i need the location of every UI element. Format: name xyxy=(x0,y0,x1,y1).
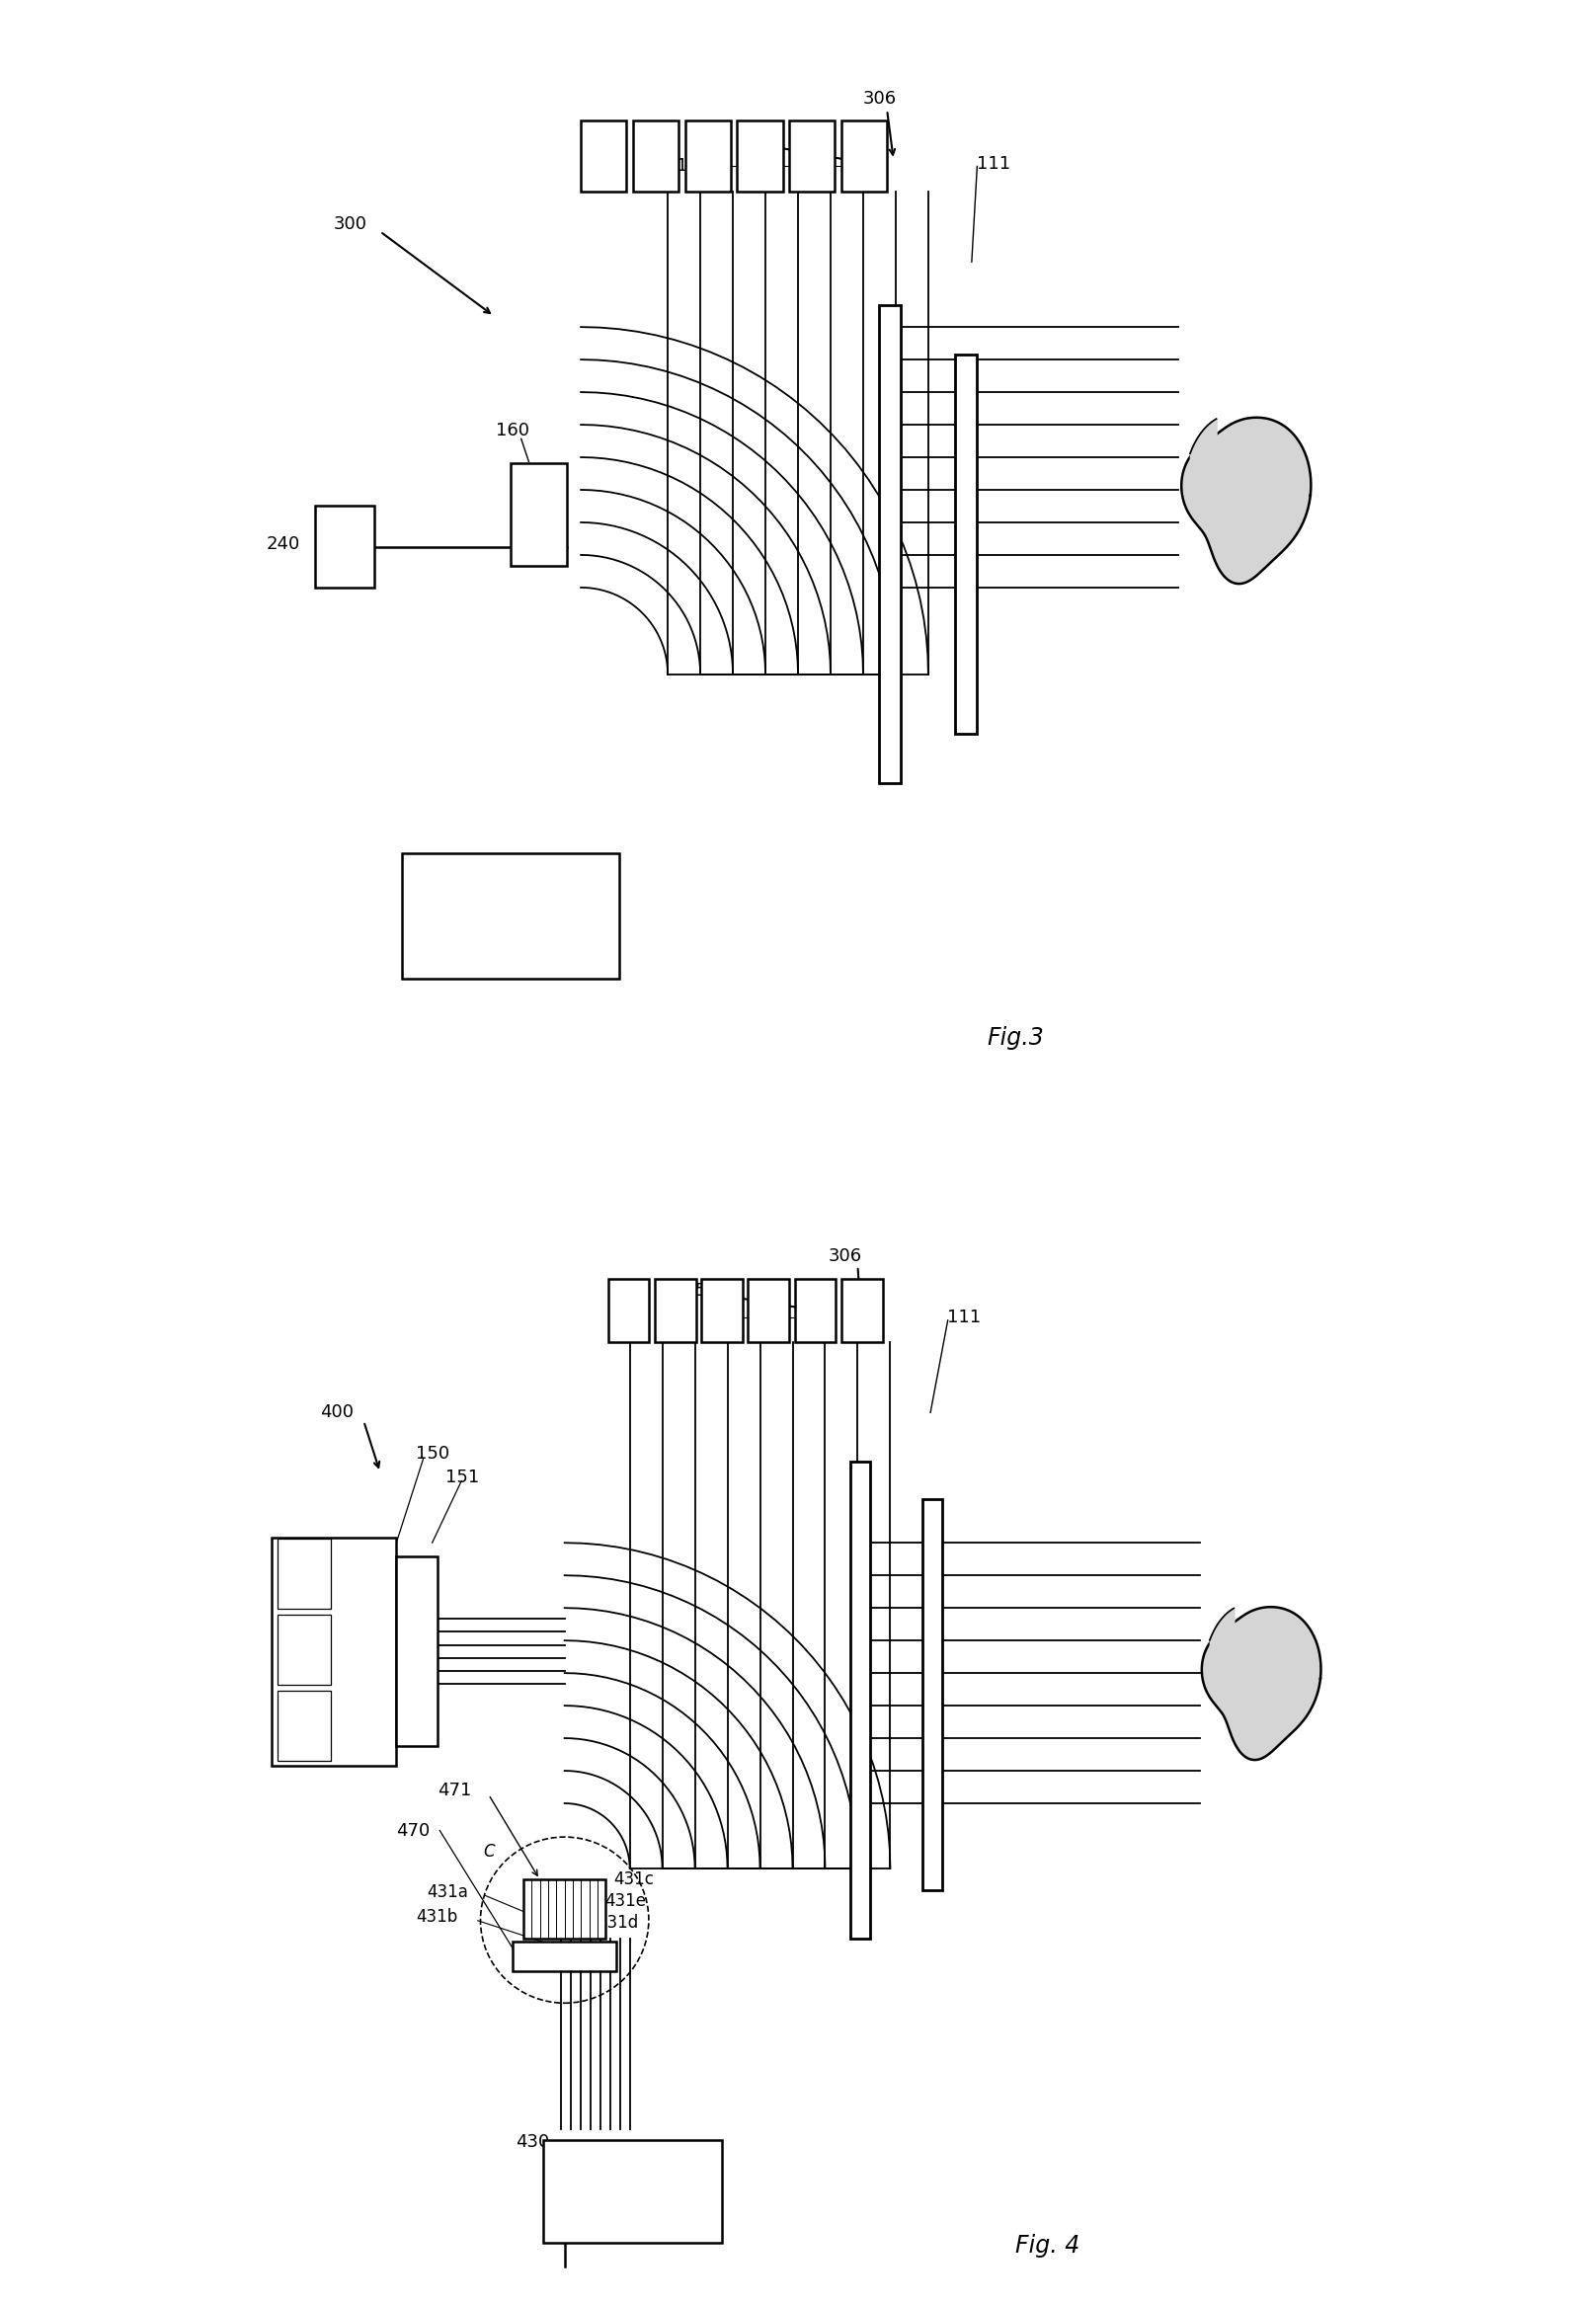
Bar xyxy=(956,355,977,735)
Bar xyxy=(841,1279,883,1341)
Bar xyxy=(841,120,887,191)
Text: 400: 400 xyxy=(321,1403,354,1422)
Text: C: C xyxy=(484,1843,495,1862)
Bar xyxy=(879,304,902,783)
Text: 160: 160 xyxy=(496,422,530,440)
Text: 111: 111 xyxy=(946,1309,980,1325)
Bar xyxy=(543,2140,721,2244)
Bar xyxy=(654,1279,696,1341)
Bar xyxy=(271,1537,396,1765)
Text: 430: 430 xyxy=(516,2134,549,2152)
Polygon shape xyxy=(1202,1606,1321,1760)
Bar xyxy=(634,120,678,191)
Text: 306: 306 xyxy=(863,90,897,108)
Bar xyxy=(278,1539,330,1608)
Bar xyxy=(278,1691,330,1760)
Bar xyxy=(314,507,375,588)
Bar xyxy=(511,463,567,567)
Text: 306: 306 xyxy=(828,1246,862,1265)
Bar xyxy=(737,120,782,191)
Bar xyxy=(795,1279,836,1341)
Text: 431b: 431b xyxy=(417,1908,458,1926)
Text: 431c: 431c xyxy=(613,1871,654,1889)
Polygon shape xyxy=(1181,417,1310,583)
Bar xyxy=(278,1615,330,1684)
Text: 431e: 431e xyxy=(605,1892,646,1910)
Text: 110: 110 xyxy=(677,157,710,175)
Text: 431d: 431d xyxy=(597,1915,638,1931)
Bar xyxy=(608,1279,650,1341)
Text: 240: 240 xyxy=(267,535,300,553)
Bar xyxy=(512,1942,616,1972)
Text: 431a: 431a xyxy=(426,1882,468,1901)
Bar xyxy=(402,852,619,979)
Text: 471: 471 xyxy=(437,1781,471,1799)
Bar xyxy=(851,1461,870,1940)
Text: 111: 111 xyxy=(977,154,1010,173)
Bar xyxy=(922,1500,942,1889)
Text: 305: 305 xyxy=(697,129,733,145)
Text: 110: 110 xyxy=(659,1309,693,1325)
Text: 150: 150 xyxy=(417,1445,450,1463)
Text: 151: 151 xyxy=(445,1468,479,1486)
Bar xyxy=(523,1880,605,1940)
Bar xyxy=(396,1558,437,1746)
Bar xyxy=(749,1279,790,1341)
Bar xyxy=(701,1279,742,1341)
Text: Fig.3: Fig.3 xyxy=(986,1025,1044,1051)
Text: 305: 305 xyxy=(674,1281,707,1299)
Text: 300: 300 xyxy=(334,214,367,233)
Bar xyxy=(790,120,835,191)
Text: 470: 470 xyxy=(396,1822,431,1839)
Bar xyxy=(581,120,627,191)
Text: Fig. 4: Fig. 4 xyxy=(1015,2235,1080,2258)
Bar xyxy=(685,120,731,191)
